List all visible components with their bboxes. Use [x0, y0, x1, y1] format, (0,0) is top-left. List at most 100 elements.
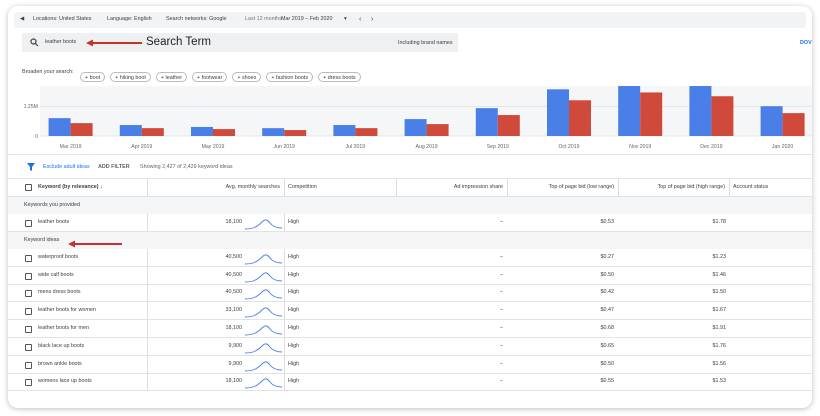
x-tick-label: Jan 2020 [772, 144, 793, 150]
keyword[interactable]: black lace up boots [38, 342, 85, 349]
brand-names[interactable]: Including brand names [398, 40, 453, 46]
column-header[interactable]: Keyword (by relevance) ↓ [38, 184, 103, 190]
table-rule [8, 178, 812, 179]
suggestion-chip[interactable]: + hiking boot [110, 72, 151, 82]
column-header[interactable]: Top of page bid (high range) [657, 184, 725, 190]
cell: High [288, 360, 300, 367]
bar [569, 100, 591, 136]
keyword[interactable]: brown ankle boots [38, 360, 82, 367]
suggestion-chip[interactable]: + leather [155, 72, 188, 82]
next[interactable]: › [371, 16, 374, 23]
suggestion-chip[interactable]: + dress boots [318, 72, 361, 82]
cell: 9,900 [228, 342, 243, 349]
keyword[interactable]: wide calf boots [38, 271, 74, 278]
cell: High [288, 253, 300, 260]
cell: High [288, 342, 300, 349]
keyword[interactable]: womens lace up boots [38, 378, 92, 385]
suggestion-chip[interactable]: + footwear [192, 72, 228, 82]
row-checkbox[interactable] [25, 254, 32, 262]
filter-icon[interactable] [27, 163, 35, 171]
add-filter[interactable]: ADD FILTER [98, 164, 130, 170]
column-divider [147, 266, 148, 284]
search-box[interactable] [22, 33, 458, 52]
download[interactable]: DOV [800, 40, 812, 46]
exclude-adult[interactable]: Exclude adult ideas [43, 164, 90, 170]
cell: $0.50 [600, 360, 615, 367]
prev[interactable]: ‹ [359, 16, 362, 23]
x-tick-label: Nov 2019 [629, 144, 651, 150]
networks[interactable]: Search networks: Google [166, 16, 227, 22]
cell: 40,500 [225, 289, 243, 296]
column-divider [507, 178, 508, 196]
section-row [8, 197, 812, 214]
column-header[interactable]: Competition [288, 184, 317, 190]
row-checkbox[interactable] [25, 308, 32, 316]
column-header[interactable]: Account status [733, 184, 769, 190]
bar [404, 119, 427, 136]
bar [782, 113, 805, 136]
broaden-label: Broaden your search: [22, 69, 74, 75]
column-divider [284, 320, 285, 337]
cell: High [288, 307, 300, 314]
keyword[interactable]: mens dress boots [38, 289, 81, 296]
sparkline [244, 252, 283, 265]
x-tick-label: Oct 2019 [558, 144, 579, 150]
location[interactable]: Locations: United States [33, 16, 92, 22]
suggestion-chip[interactable]: + boot [80, 72, 106, 82]
dropdown[interactable]: ▾ [344, 16, 347, 22]
row-checkbox[interactable] [25, 379, 32, 387]
row-checkbox[interactable] [25, 290, 32, 298]
column-divider [396, 178, 397, 196]
column-divider [147, 320, 148, 337]
row-checkbox[interactable] [25, 361, 32, 369]
select-all[interactable] [25, 184, 32, 191]
column-divider [284, 178, 285, 196]
row-checkbox[interactable] [25, 220, 32, 227]
cell: – [500, 378, 503, 385]
column-divider [147, 284, 148, 302]
row-rule [8, 231, 812, 232]
row-rule [8, 337, 812, 338]
row-checkbox[interactable] [25, 272, 32, 280]
y-tick-label: 0 [35, 134, 38, 140]
suggestion-chip[interactable]: + fashion boots [266, 72, 314, 82]
sparkline [244, 359, 283, 372]
cell: $1.78 [712, 219, 727, 225]
column-header[interactable]: Avg. monthly searches [225, 184, 280, 190]
cell: 40,500 [225, 253, 243, 260]
sparkline [244, 217, 283, 230]
column-header[interactable]: Ad impression share [453, 184, 503, 190]
bar [426, 124, 449, 136]
cell: $1.76 [712, 342, 727, 349]
period[interactable]: Mar 2019 – Feb 2020 [281, 16, 333, 22]
bar [48, 118, 71, 136]
annotation: Search Term [146, 36, 211, 48]
row-checkbox[interactable] [25, 343, 32, 351]
column-header[interactable]: Top of page bid (low range) [548, 184, 614, 190]
cell: – [500, 253, 503, 260]
cell: High [288, 289, 300, 296]
cell: $0.65 [600, 342, 615, 349]
row-rule [8, 354, 812, 356]
keyword[interactable]: leather boots for women [38, 307, 96, 314]
keyword[interactable]: leather boots for men [38, 325, 89, 331]
trend-chart: 0 1.25M Mar 2019 Apr 2019 May 2019 Jun 2019 Ju… [24, 86, 812, 150]
row-checkbox[interactable] [25, 326, 32, 333]
keyword[interactable]: waterproof boots [38, 253, 79, 260]
keyword[interactable]: leather boots [38, 219, 70, 225]
cell: – [500, 271, 503, 278]
cell: 18,100 [225, 219, 243, 225]
section-label: Keyword ideas [24, 236, 60, 243]
suggestion-chip[interactable]: + shoes [232, 72, 262, 82]
x-tick-label: Jun 2019 [274, 144, 295, 150]
cell: – [500, 342, 503, 349]
cell: 9,900 [228, 360, 243, 367]
column-divider [284, 284, 285, 302]
x-tick-label: Mar 2019 [60, 144, 82, 150]
language[interactable]: Language: English [107, 16, 152, 22]
bar [191, 126, 213, 136]
back-arrow[interactable]: ◀ [20, 16, 25, 22]
column-divider [147, 373, 148, 391]
search-query[interactable]: leather boots [45, 39, 77, 45]
column-divider [147, 302, 148, 320]
